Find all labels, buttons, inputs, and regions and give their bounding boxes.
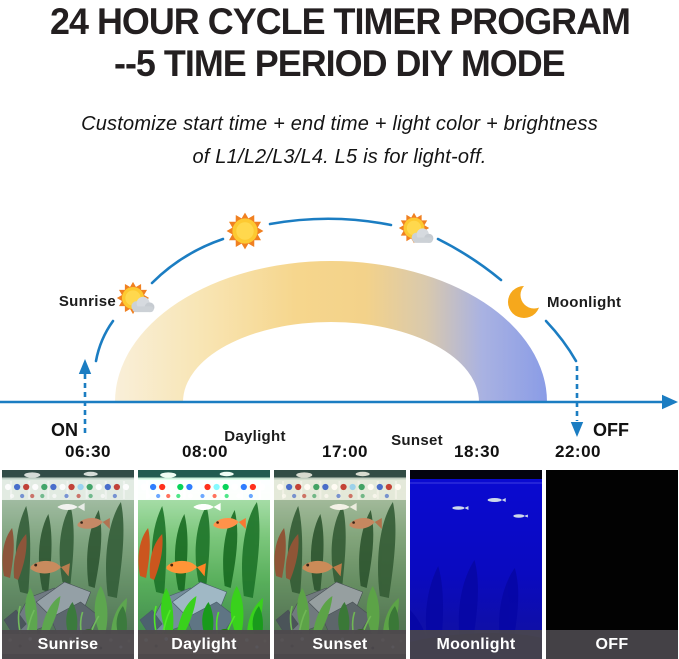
time-tick-1700: 17:00 [322,442,368,461]
moonlight-moon-icon [508,286,540,318]
panel-label-sunrise: Sunrise [2,630,134,659]
phase-label-sunset: Sunset [391,432,443,449]
panel-label-sunset: Sunset [274,630,406,659]
page-title: 24 HOUR CYCLE TIMER PROGRAM --5 TIME PER… [0,1,679,85]
panel-label-moonlight: Moonlight [410,630,542,659]
subtitle-line-1: Customize start time + end time + light … [81,113,598,135]
off-arrow-down-icon [570,422,584,437]
panel-label-off: OFF [546,630,678,659]
panel-moonlight: Moonlight [410,470,542,659]
phase-label-sunrise: Sunrise [58,293,116,310]
sunrise-sun-cloud-icon [116,281,155,315]
time-tick-0630: 06:30 [65,442,111,461]
cycle-arc-graphic [0,212,678,437]
off-label: OFF [593,420,629,440]
daylight-sun-icon [226,212,264,250]
time-tick-1830: 18:30 [454,442,500,461]
on-label: ON [51,420,78,440]
panel-label-daylight: Daylight [138,630,270,659]
on-arrow-up-icon [78,359,92,374]
panel-sunset: Sunset [274,470,406,659]
title-line-1: 24 HOUR CYCLE TIMER PROGRAM [49,1,631,42]
mode-preview-panels: Sunrise Daylight Sunset [0,470,679,659]
phase-label-daylight: Daylight [224,428,286,445]
sun-path-arc [94,217,578,363]
subtitle: Customize start time + end time + light … [0,108,679,174]
cycle-diagram: Sunrise Daylight Sunset Moonlight ON OFF… [0,180,679,470]
phase-label-moonlight: Moonlight [547,294,622,311]
time-tick-2200: 22:00 [555,442,601,461]
panel-off: OFF [546,470,678,659]
panel-daylight: Daylight [138,470,270,659]
panel-sunrise: Sunrise [2,470,134,659]
time-tick-0800: 08:00 [182,442,228,461]
timeline-axis [0,394,678,410]
sunset-sun-cloud-icon [398,212,434,244]
title-line-2: --5 TIME PERIOD DIY MODE [114,43,566,84]
gradient-arc-ring [115,261,547,402]
subtitle-line-2: of L1/L2/L3/L4. L5 is for light-off. [192,146,487,168]
